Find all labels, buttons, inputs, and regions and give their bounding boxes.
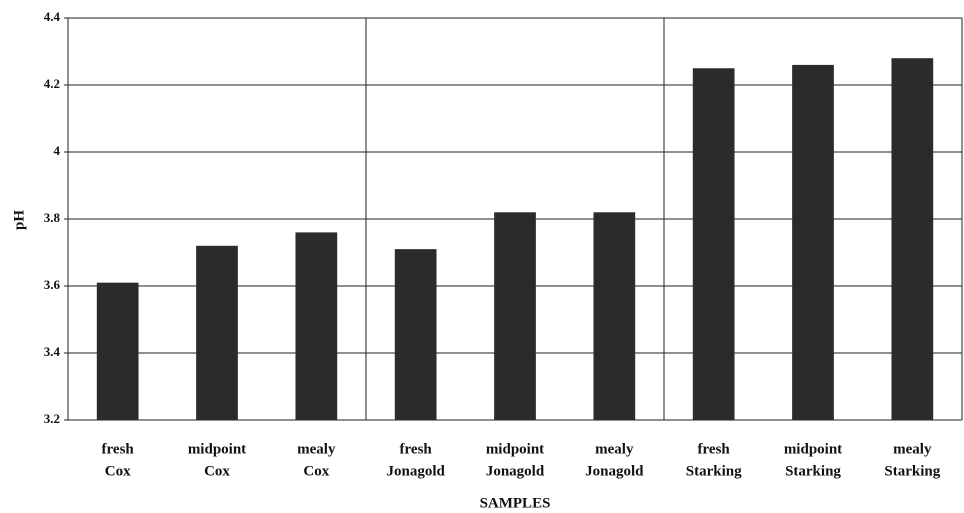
x-tick-label: Cox — [303, 463, 329, 479]
x-tick-label: midpoint — [486, 441, 544, 457]
y-tick-label: 4 — [54, 143, 61, 158]
y-tick-label: 4.2 — [44, 76, 60, 91]
x-tick-label: Jonagold — [386, 463, 445, 479]
bar — [196, 245, 238, 420]
x-tick-label: Starking — [785, 463, 841, 479]
x-tick-label: fresh — [698, 441, 731, 457]
bar — [692, 68, 735, 420]
y-tick-label: 3.2 — [44, 411, 60, 426]
y-tick-label: 3.6 — [44, 277, 61, 292]
x-tick-label: Starking — [884, 463, 940, 479]
bar — [593, 212, 636, 420]
y-tick-label: 3.4 — [44, 344, 61, 359]
x-tick-label: Jonagold — [486, 463, 545, 479]
y-axis-label: pH — [11, 210, 27, 230]
x-tick-label: midpoint — [784, 441, 842, 457]
bar — [792, 64, 834, 421]
x-tick-label: mealy — [297, 441, 336, 457]
x-tick-label: Starking — [686, 463, 742, 479]
y-tick-label: 4.4 — [44, 9, 61, 24]
x-tick-label: Cox — [204, 463, 230, 479]
bar — [394, 249, 437, 420]
x-tick-label: fresh — [400, 441, 433, 457]
bar — [295, 232, 338, 420]
bar — [96, 282, 139, 420]
x-axis-label: SAMPLES — [480, 495, 551, 511]
x-tick-label: mealy — [893, 441, 932, 457]
x-tick-label: mealy — [595, 441, 634, 457]
x-tick-label: Jonagold — [585, 463, 644, 479]
x-tick-label: midpoint — [188, 441, 246, 457]
y-tick-label: 3.8 — [44, 210, 61, 225]
x-tick-label: fresh — [102, 441, 135, 457]
bar — [891, 58, 934, 420]
x-tick-label: Cox — [105, 463, 131, 479]
bar — [494, 212, 536, 420]
